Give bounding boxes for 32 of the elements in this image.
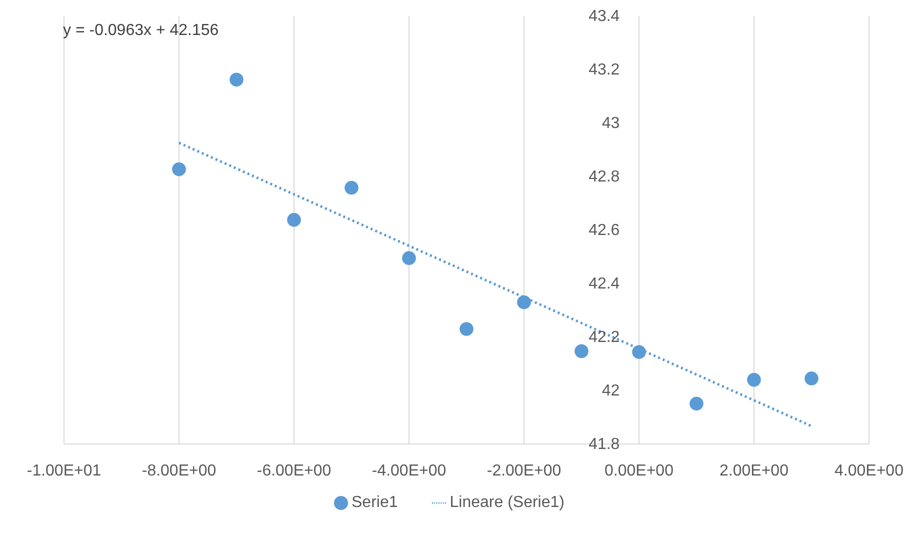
point (574, 344, 588, 358)
y-tick-label: 42 (602, 382, 620, 400)
point (172, 162, 186, 176)
y-tick-label: 43.4 (588, 8, 620, 25)
annotation: y = -0.0963x + 42.156 (63, 22, 219, 40)
x-tick-label: 0.00E+00 (604, 462, 674, 480)
point (402, 251, 416, 265)
y-tick-label: 42.6 (588, 222, 620, 239)
x-tick-label: -8.00E+00 (142, 462, 216, 480)
point (747, 372, 761, 387)
y-tick-label: 41.8 (588, 436, 620, 453)
x-tick-label: 2.00E+00 (720, 462, 789, 480)
x-tick-label: 4.00E+00 (834, 462, 904, 480)
x-tick-label: -2.00E+00 (486, 462, 562, 480)
point (460, 322, 474, 336)
y-tick-label: 43 (602, 115, 620, 132)
y-tick-label: 43.2 (588, 62, 620, 78)
y-tick-label: 42.4 (588, 276, 620, 292)
legend-label: Lineare (Serie1) (450, 494, 564, 511)
point (230, 72, 244, 87)
point (287, 212, 301, 227)
point (804, 372, 818, 386)
point (517, 295, 531, 310)
legend-label: Serie1 (352, 494, 398, 511)
point (632, 345, 646, 359)
point (344, 180, 358, 195)
x-tick-label: -6.00E+00 (256, 462, 332, 480)
y-tick-label: 42.2 (588, 329, 620, 346)
point (690, 396, 704, 411)
y-tick-label: 42.8 (588, 168, 620, 186)
x-tick-label: -1.00E+01 (26, 462, 102, 480)
x-tick-label: -4.00E+00 (372, 462, 446, 480)
